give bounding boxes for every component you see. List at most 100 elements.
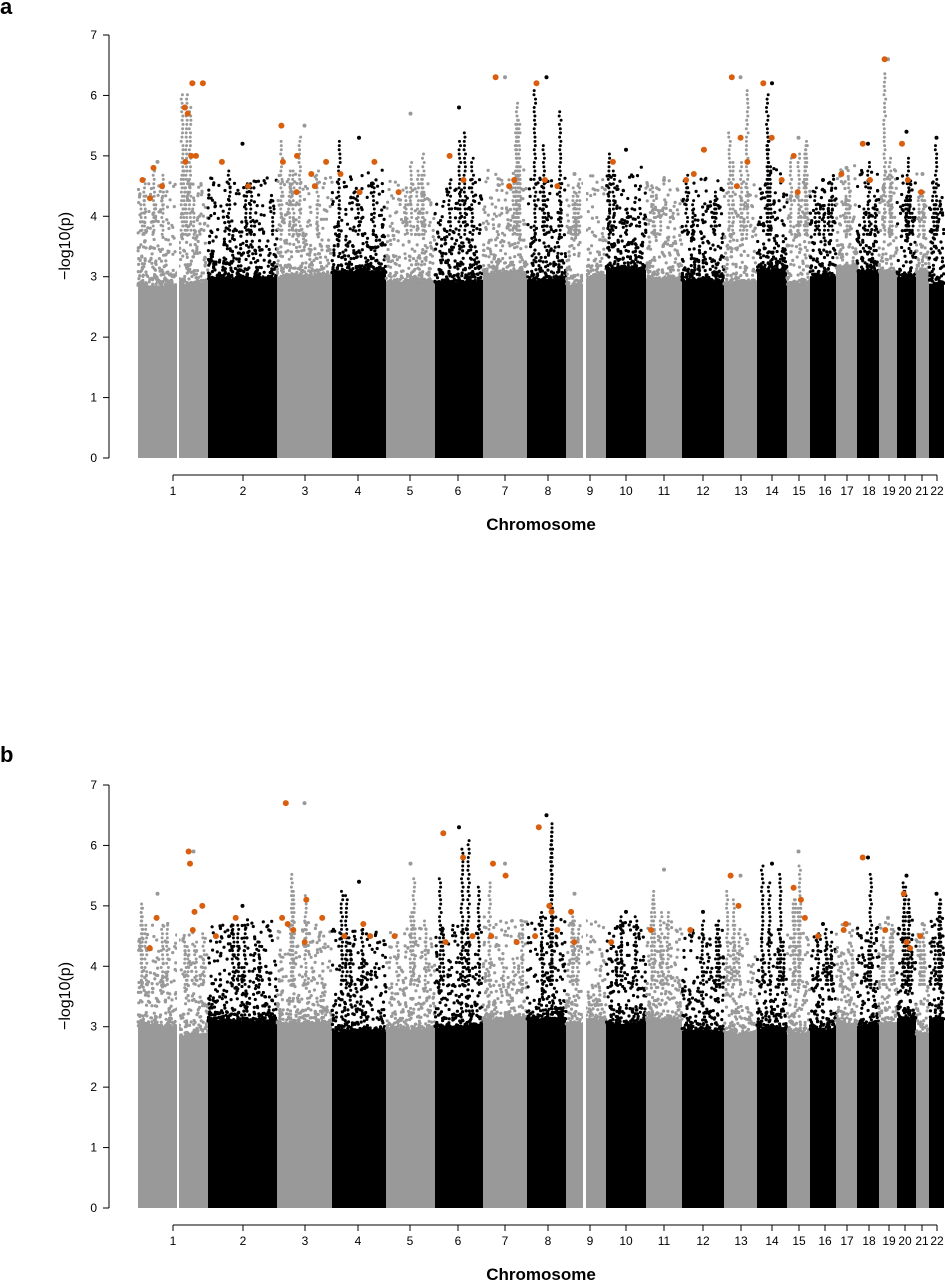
snp-point	[207, 216, 211, 220]
snp-point	[938, 199, 942, 203]
snp-point	[371, 270, 375, 274]
snp-point	[336, 220, 340, 224]
snp-point	[279, 169, 283, 173]
snp-point	[715, 270, 719, 274]
snp-point	[779, 268, 783, 272]
snp-point	[725, 258, 730, 262]
snp-point	[914, 270, 918, 274]
snp-point	[831, 174, 836, 178]
snp-point	[453, 259, 457, 263]
snp-point	[710, 210, 714, 214]
snp-point	[895, 200, 899, 205]
snp-point	[279, 232, 283, 236]
snp-point	[909, 242, 913, 246]
snp-point	[460, 199, 465, 203]
snp-point	[840, 200, 844, 204]
snp-point	[292, 224, 295, 228]
snp-point	[877, 210, 881, 215]
snp-point	[208, 234, 212, 238]
snp-point	[279, 207, 283, 211]
snp-point	[751, 269, 755, 273]
snp-point	[398, 202, 402, 207]
snp-point	[387, 257, 391, 261]
snp-point	[470, 224, 474, 228]
snp-point	[206, 268, 210, 272]
chromosome-band	[646, 278, 682, 458]
snp-point	[856, 239, 860, 243]
snp-point	[752, 183, 756, 187]
snp-point	[899, 276, 903, 281]
snp-point	[529, 245, 533, 249]
snp-point	[365, 236, 370, 240]
snp-point	[151, 265, 155, 269]
snp-point	[499, 248, 503, 253]
highlighted-snp-point	[150, 164, 157, 171]
snp-point	[662, 182, 666, 186]
snp-point	[337, 203, 341, 207]
snp-point	[647, 222, 651, 226]
snp-point	[207, 241, 211, 245]
snp-point	[440, 237, 444, 241]
snp-point	[204, 260, 208, 265]
snp-point	[447, 232, 451, 236]
snp-point	[853, 177, 857, 181]
snp-point	[249, 224, 253, 228]
snp-point	[240, 220, 244, 224]
snp-point	[179, 177, 183, 181]
snp-point	[886, 243, 891, 247]
highlighted-snp-point	[308, 171, 315, 177]
snp-point	[565, 272, 569, 276]
snp-point	[835, 202, 839, 206]
snp-point	[234, 277, 239, 281]
snp-point	[744, 236, 748, 241]
snp-point	[633, 262, 637, 266]
snp-point	[179, 203, 183, 207]
snp-point	[599, 270, 603, 274]
snp-point	[706, 204, 710, 208]
snp-point	[756, 251, 761, 255]
snp-point	[315, 216, 319, 219]
snp-point	[187, 127, 191, 131]
snp-point	[351, 244, 355, 248]
snp-point	[788, 280, 792, 285]
snp-point	[471, 232, 475, 236]
snp-point	[775, 267, 780, 271]
snp-point	[751, 273, 755, 277]
snp-point	[288, 173, 292, 177]
snp-point	[163, 276, 167, 280]
chromosome-band	[179, 283, 208, 458]
snp-point	[372, 186, 376, 190]
snp-point	[761, 229, 766, 233]
snp-point	[668, 244, 672, 248]
snp-point	[290, 194, 294, 198]
snp-point	[827, 272, 831, 276]
snp-point	[671, 211, 675, 215]
snp-point	[549, 228, 554, 232]
snp-point	[172, 273, 176, 277]
snp-point	[457, 232, 461, 236]
snp-point	[655, 186, 659, 190]
snp-point	[420, 194, 424, 198]
snp-point	[293, 272, 297, 276]
snp-point	[227, 272, 231, 276]
snp-point	[309, 243, 313, 247]
snp-point	[192, 228, 196, 232]
snp-point	[461, 249, 465, 253]
snp-point	[373, 224, 377, 228]
snp-point	[781, 234, 785, 238]
snp-point	[422, 152, 425, 156]
snp-point	[822, 236, 826, 240]
snp-point	[303, 274, 307, 278]
snp-point	[777, 199, 781, 203]
snp-point	[367, 267, 371, 271]
snp-point	[338, 251, 342, 256]
snp-point	[746, 253, 750, 258]
snp-point	[209, 229, 213, 233]
snp-point	[382, 217, 386, 221]
snp-point	[459, 161, 463, 164]
snp-point	[384, 276, 388, 280]
snp-point	[602, 192, 606, 196]
snp-point	[468, 266, 472, 270]
snp-point	[699, 230, 703, 234]
snp-point	[412, 269, 416, 273]
